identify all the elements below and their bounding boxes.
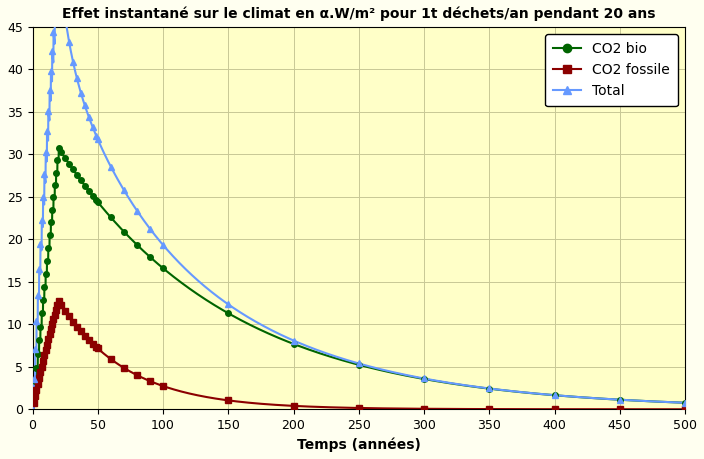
Legend: CO2 bio, CO2 fossile, Total: CO2 bio, CO2 fossile, Total: [545, 34, 678, 106]
Title: Effet instantané sur le climat en α.W/m² pour 1t déchets/an pendant 20 ans: Effet instantané sur le climat en α.W/m²…: [62, 7, 655, 22]
X-axis label: Temps (années): Temps (années): [297, 437, 421, 452]
